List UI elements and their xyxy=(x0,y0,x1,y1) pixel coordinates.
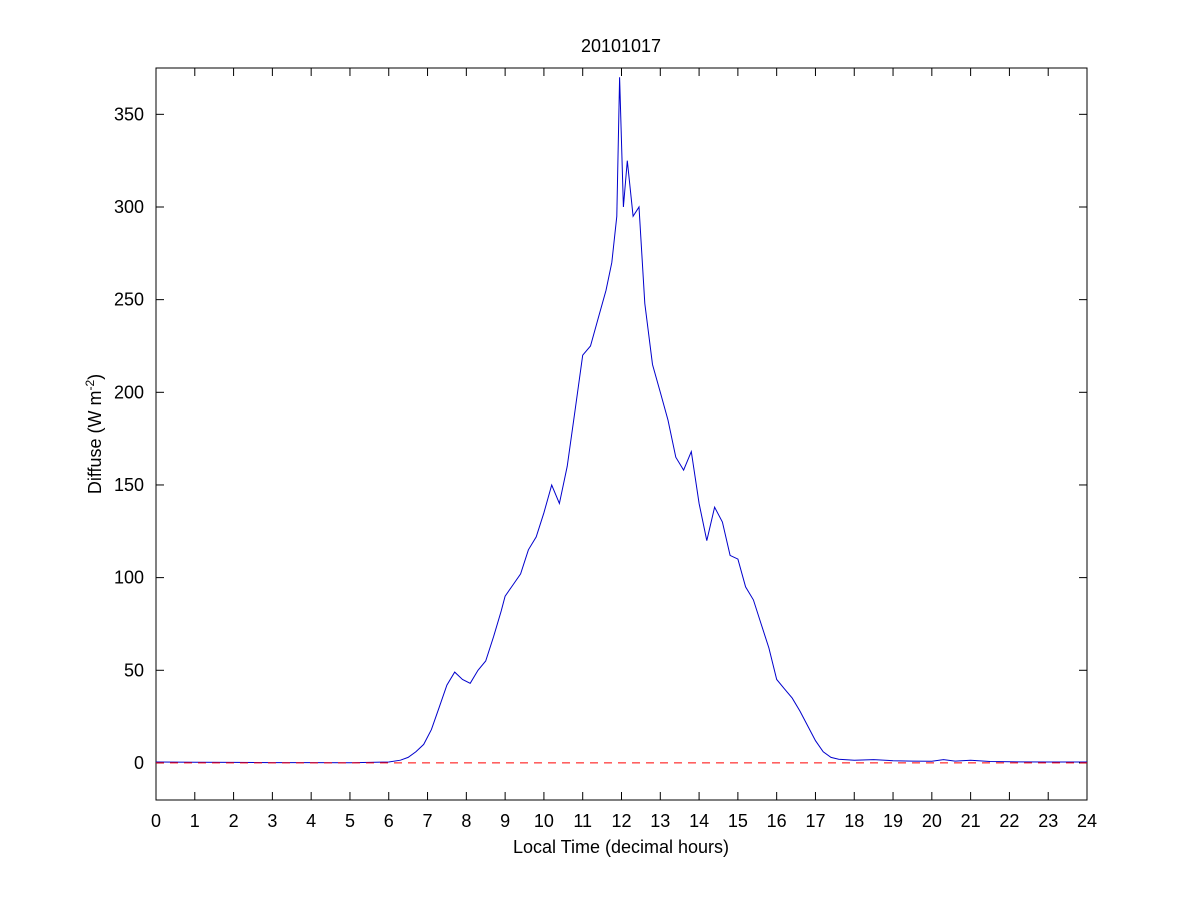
series-line-0 xyxy=(155,77,1087,764)
axis-ticks xyxy=(155,68,1088,800)
y-tick-label: 50 xyxy=(124,660,144,680)
x-tick-label: 5 xyxy=(345,811,355,831)
x-tick-label: 14 xyxy=(689,811,709,831)
x-tick-label: 1 xyxy=(190,811,200,831)
x-tick-label: 16 xyxy=(767,811,787,831)
x-tick-label: 20 xyxy=(922,811,942,831)
y-tick-label: 150 xyxy=(114,475,144,495)
y-tick-label: 350 xyxy=(114,104,144,124)
y-tick-label: 200 xyxy=(114,382,144,402)
y-tick-label: 250 xyxy=(114,290,144,310)
x-tick-label: 9 xyxy=(500,811,510,831)
x-tick-label: 2 xyxy=(229,811,239,831)
y-tick-label: 100 xyxy=(114,568,144,588)
y-tick-label: 300 xyxy=(114,197,144,217)
x-axis-label: Local Time (decimal hours) xyxy=(513,837,729,857)
y-axis-label-superscript: -2 xyxy=(83,379,97,390)
x-tick-label: 0 xyxy=(151,811,161,831)
x-tick-label: 15 xyxy=(728,811,748,831)
x-tick-label: 12 xyxy=(611,811,631,831)
y-axis-label-suffix: ) xyxy=(85,374,105,380)
chart-title: 20101017 xyxy=(581,36,661,56)
x-tick-label: 19 xyxy=(883,811,903,831)
x-tick-label: 22 xyxy=(999,811,1019,831)
x-tick-label: 4 xyxy=(306,811,316,831)
x-tick-label: 24 xyxy=(1077,811,1097,831)
x-tick-label: 6 xyxy=(384,811,394,831)
x-tick-label: 23 xyxy=(1038,811,1058,831)
plot-area xyxy=(155,67,1088,801)
x-tick-label: 8 xyxy=(461,811,471,831)
data-series xyxy=(155,77,1087,764)
x-tick-label: 3 xyxy=(267,811,277,831)
x-tick-label: 17 xyxy=(805,811,825,831)
x-tick-label: 11 xyxy=(573,811,592,831)
x-tick-label: 13 xyxy=(650,811,670,831)
y-tick-label: 0 xyxy=(134,753,144,773)
y-axis-label-main: Diffuse (W m xyxy=(85,390,105,494)
x-tick-label: 21 xyxy=(961,811,981,831)
y-axis-label: Diffuse (W m-2) xyxy=(83,374,105,494)
x-tick-label: 18 xyxy=(844,811,864,831)
x-tick-label: 7 xyxy=(423,811,433,831)
axis-tick-labels: 0 1 2 3 4 5 6 7 8 9 10 11 12 13 14 15 16 17 18 19 20 21 22 23 24… xyxy=(114,104,1097,831)
x-tick-label: 10 xyxy=(534,811,554,831)
